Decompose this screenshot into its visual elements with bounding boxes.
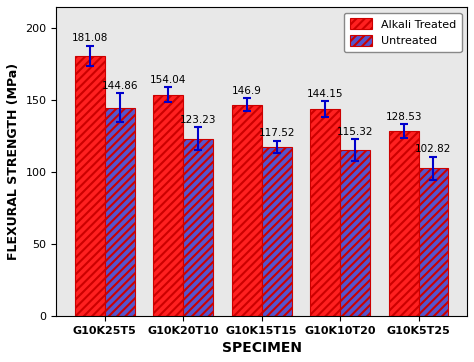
Bar bbox=[389, 131, 419, 316]
Y-axis label: FLEXURAL STRENGTH (MPa): FLEXURAL STRENGTH (MPa) bbox=[7, 63, 20, 260]
Bar bbox=[262, 147, 292, 316]
Text: 144.86: 144.86 bbox=[101, 81, 138, 91]
Legend: Alkali Treated, Untreated: Alkali Treated, Untreated bbox=[344, 13, 462, 52]
X-axis label: SPECIMEN: SPECIMEN bbox=[222, 341, 302, 355]
Bar bbox=[154, 94, 183, 316]
Bar bbox=[183, 139, 213, 316]
Text: 181.08: 181.08 bbox=[72, 33, 108, 43]
Bar bbox=[340, 150, 370, 316]
Bar bbox=[232, 105, 262, 316]
Text: 115.32: 115.32 bbox=[337, 127, 374, 137]
Text: 154.04: 154.04 bbox=[150, 75, 187, 85]
Text: 146.9: 146.9 bbox=[232, 86, 262, 96]
Bar bbox=[310, 109, 340, 316]
Text: 117.52: 117.52 bbox=[258, 129, 295, 138]
Text: 144.15: 144.15 bbox=[307, 89, 344, 99]
Bar bbox=[75, 56, 105, 316]
Text: 128.53: 128.53 bbox=[385, 112, 422, 122]
Text: 123.23: 123.23 bbox=[180, 115, 217, 125]
Bar bbox=[105, 108, 135, 316]
Text: 102.82: 102.82 bbox=[415, 144, 452, 155]
Bar bbox=[419, 168, 448, 316]
